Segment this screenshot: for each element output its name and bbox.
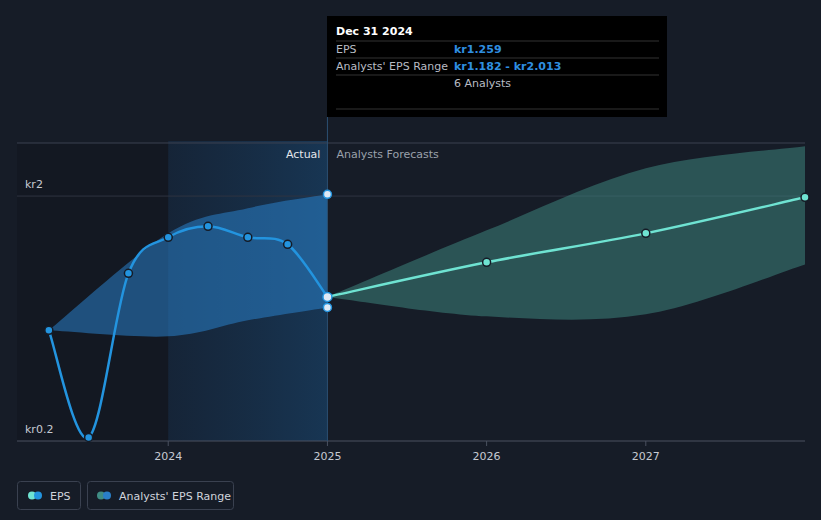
legend-swatch — [34, 492, 42, 500]
legend-box — [88, 482, 234, 510]
tooltip-value: kr1.182 - kr2.013 — [454, 60, 561, 73]
marker — [204, 222, 212, 230]
marker — [483, 258, 491, 266]
tooltip-divider — [336, 41, 659, 42]
tooltip-label: Analysts' EPS Range — [336, 60, 448, 73]
plot-area — [49, 146, 805, 438]
chart: kr0.2 kr2 2024 2025 2026 2027 Actual Analysts F… — [0, 0, 821, 520]
marker — [164, 233, 172, 241]
marker — [642, 229, 650, 237]
y-tick-label: kr2 — [25, 178, 43, 191]
range-band — [327, 146, 805, 319]
tooltip-date: Dec 31 2024 — [336, 25, 413, 38]
legend-label: EPS — [50, 490, 71, 503]
range-marker — [323, 303, 331, 311]
tooltip-value: kr1.259 — [454, 43, 502, 56]
forecast-label: Analysts Forecasts — [336, 148, 439, 161]
grid-line — [17, 441, 805, 442]
range-marker — [323, 190, 331, 198]
tooltip-divider — [336, 109, 659, 110]
marker — [323, 292, 332, 301]
legend-box — [18, 482, 81, 510]
annotation: Actual — [286, 148, 320, 161]
marker — [85, 433, 93, 441]
tooltip-divider — [336, 75, 659, 76]
y-tick-label: kr0.2 — [25, 423, 53, 436]
legend-swatch — [103, 492, 111, 500]
x-tick-label: 2026 — [473, 450, 501, 463]
x-tick-label: 2024 — [154, 450, 182, 463]
marker — [124, 269, 132, 277]
range-band — [49, 194, 328, 336]
marker — [45, 326, 53, 334]
tooltip-note: 6 Analysts — [454, 77, 511, 90]
line — [327, 197, 805, 297]
tooltip-box — [327, 16, 667, 117]
marker — [244, 233, 252, 241]
plot-frame-top — [17, 143, 805, 144]
tooltip-divider — [336, 58, 659, 59]
marker — [801, 193, 809, 201]
tooltip: Dec 31 2024 EPS kr1.259 Analysts' EPS Range… — [327, 16, 667, 117]
x-tick — [327, 441, 328, 446]
x-tick-label: 2027 — [632, 450, 660, 463]
x-tick — [486, 441, 487, 446]
cursor-line — [327, 117, 328, 441]
marker — [284, 240, 292, 248]
tooltip-label: EPS — [336, 43, 357, 56]
legend: EPS Analysts' EPS Range — [18, 482, 234, 510]
x-tick-label: 2025 — [313, 450, 341, 463]
x-tick — [168, 441, 169, 446]
background — [0, 0, 821, 520]
line — [49, 226, 328, 438]
x-tick — [645, 441, 646, 446]
legend-label: Analysts' EPS Range — [119, 490, 231, 503]
